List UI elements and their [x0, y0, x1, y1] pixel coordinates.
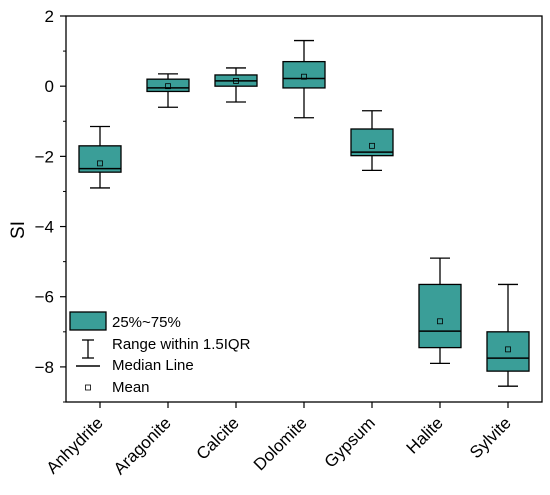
legend-box-swatch: [69, 311, 107, 331]
box-calcite: [214, 67, 258, 103]
y-tick-label: −2: [35, 147, 54, 166]
x-tick-label: Halite: [403, 413, 447, 457]
box-gypsum: [350, 110, 394, 172]
box-anhydrite: [78, 125, 122, 189]
mean-marker: [437, 318, 443, 325]
mean-marker: [165, 83, 171, 90]
iqr-box: [78, 145, 122, 173]
x-tick-label: Sylvite: [466, 413, 515, 462]
y-tick-label: 2: [45, 7, 54, 26]
y-tick-label: −8: [35, 358, 54, 377]
legend-label-iqr: 25%~75%: [112, 314, 181, 331]
x-tick-label: Gypsum: [321, 413, 379, 471]
y-tick-label: −6: [35, 288, 54, 307]
mean-marker: [233, 78, 239, 84]
mean-marker: [505, 346, 511, 353]
legend-label-range: Range within 1.5IQR: [112, 336, 251, 353]
iqr-box: [418, 283, 462, 349]
legend-label-mean: Mean: [112, 379, 150, 396]
x-tick-label: Aragonite: [110, 413, 175, 478]
box-sylvite: [486, 283, 530, 387]
mean-marker: [301, 73, 307, 80]
box-aragonite: [146, 73, 190, 108]
iqr-box: [282, 60, 326, 89]
legend-label-median: Median Line: [112, 357, 194, 374]
x-tick-label: Calcite: [193, 413, 243, 463]
x-tick-label: Anhydrite: [43, 413, 107, 477]
x-tick-label: Dolomite: [250, 413, 311, 474]
iqr-box: [486, 331, 530, 372]
y-tick-label: 0: [45, 77, 54, 96]
box-halite: [418, 257, 462, 365]
box-dolomite: [282, 39, 326, 119]
y-tick-label: −4: [35, 218, 54, 237]
y-axis-label: SI: [8, 221, 29, 239]
iqr-box: [350, 128, 394, 157]
iqr-box: [146, 78, 190, 93]
legend: 25%~75% Range within 1.5IQR Median Line Mea…: [69, 311, 251, 396]
plot-area: −8 −6 −4 −2 0 2 Anhydrite Aragonite Calcite Dolom…: [35, 7, 543, 478]
mean-marker: [97, 160, 103, 167]
mean-marker: [369, 142, 375, 149]
legend-mean-swatch: [85, 384, 91, 391]
